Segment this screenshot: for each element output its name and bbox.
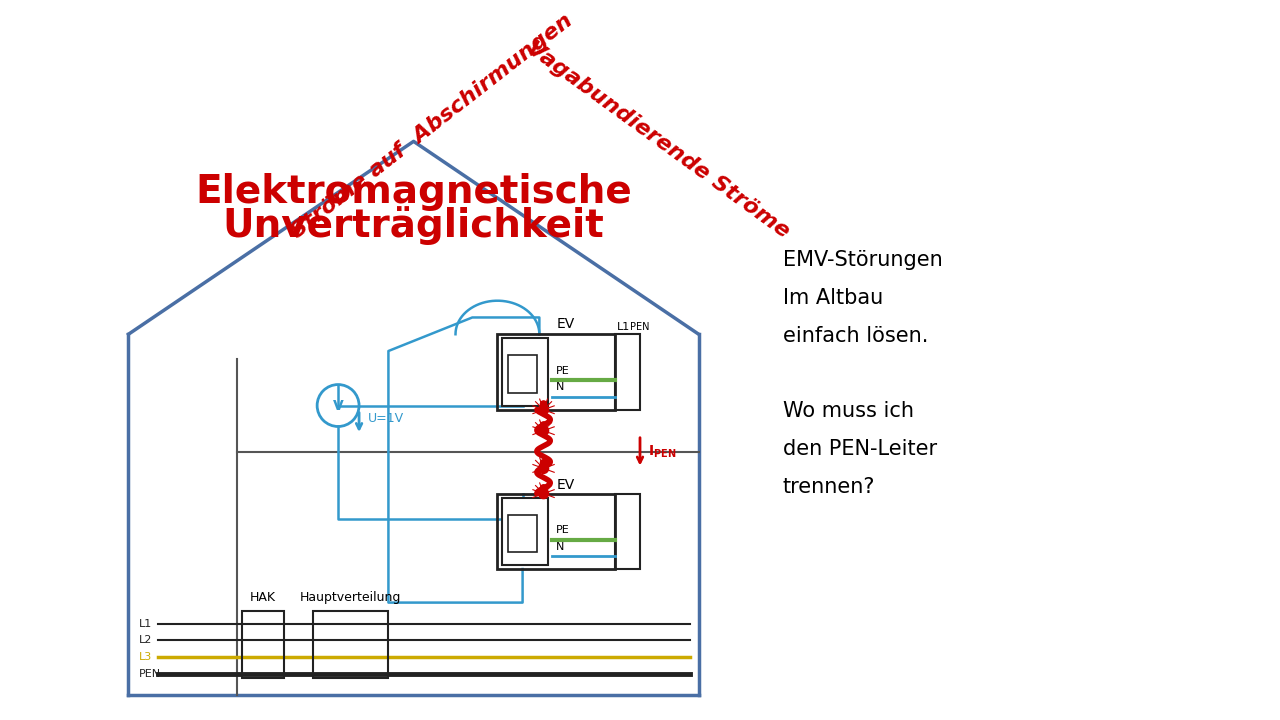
- Text: einfach lösen.: einfach lösen.: [782, 326, 928, 346]
- Circle shape: [540, 401, 547, 408]
- Text: PE: PE: [556, 366, 570, 376]
- Text: $\mathbf{I_{PEN}}$: $\mathbf{I_{PEN}}$: [649, 444, 677, 460]
- Text: EV: EV: [556, 478, 575, 492]
- Circle shape: [539, 489, 549, 499]
- Text: U=1V: U=1V: [367, 413, 403, 426]
- Bar: [502, 338, 548, 405]
- Text: Hauptverteilung: Hauptverteilung: [300, 591, 402, 604]
- Text: den PEN-Leiter: den PEN-Leiter: [782, 439, 937, 459]
- Text: EMV-Störungen: EMV-Störungen: [782, 251, 942, 271]
- Circle shape: [540, 422, 547, 428]
- Text: Vagabundierende Ströme: Vagabundierende Ströme: [522, 38, 792, 242]
- Text: trennen?: trennen?: [782, 477, 876, 497]
- Text: PE: PE: [556, 525, 570, 535]
- Bar: [242, 611, 284, 678]
- Bar: [507, 355, 536, 393]
- Text: L3: L3: [138, 652, 152, 662]
- Text: Wo muss ich: Wo muss ich: [782, 401, 914, 421]
- Text: L1: L1: [138, 618, 152, 629]
- Circle shape: [539, 426, 549, 436]
- Text: L2: L2: [138, 635, 152, 645]
- Bar: [312, 611, 388, 678]
- Circle shape: [540, 485, 547, 491]
- Text: PEN: PEN: [138, 669, 160, 679]
- Text: N: N: [556, 541, 564, 552]
- Bar: [614, 494, 640, 569]
- Bar: [498, 334, 614, 410]
- Text: Unverträglichkeit: Unverträglichkeit: [223, 206, 604, 245]
- Bar: [502, 498, 548, 565]
- Text: Im Altbau: Im Altbau: [782, 288, 883, 308]
- Circle shape: [539, 464, 549, 474]
- Circle shape: [539, 405, 549, 415]
- Text: V: V: [333, 399, 343, 413]
- Text: EV: EV: [556, 317, 575, 330]
- Text: HAK: HAK: [250, 591, 275, 604]
- Text: Elektromagnetische: Elektromagnetische: [196, 173, 632, 211]
- Text: N: N: [556, 382, 564, 392]
- Text: PEN: PEN: [630, 322, 649, 332]
- Circle shape: [540, 459, 547, 466]
- Bar: [614, 334, 640, 410]
- Bar: [498, 494, 614, 569]
- Text: Ströme auf  Abschirmungen: Ströme auf Abschirmungen: [288, 10, 576, 242]
- Text: L1: L1: [617, 322, 631, 332]
- Bar: [507, 515, 536, 552]
